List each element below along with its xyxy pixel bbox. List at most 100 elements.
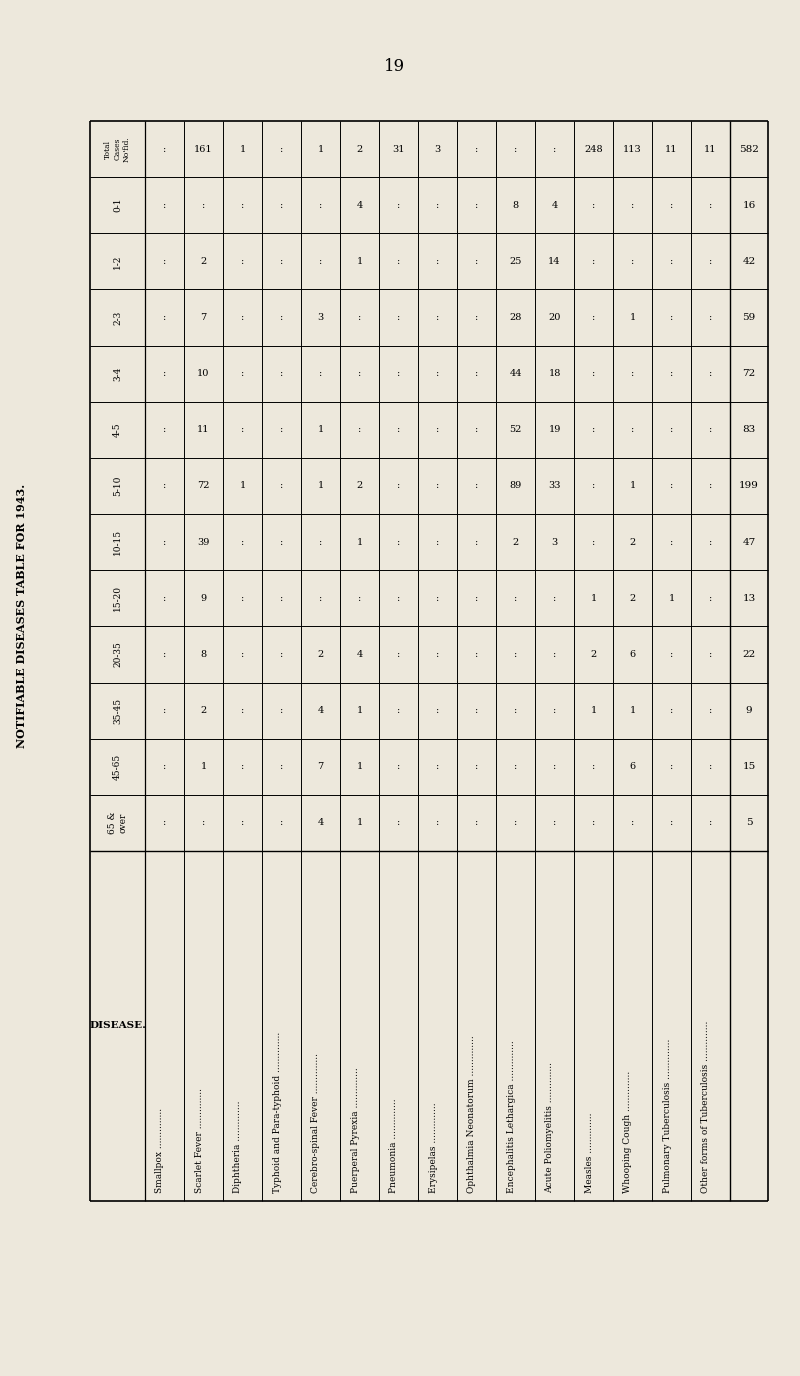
Text: :: : [670,538,673,546]
Text: 18: 18 [548,369,561,378]
Text: :: : [163,762,166,772]
Text: 8: 8 [513,201,518,209]
Text: :: : [241,819,244,827]
Text: 25: 25 [510,257,522,266]
Text: Other forms of Tuberculosis ..............: Other forms of Tuberculosis ............… [702,1021,710,1193]
Text: :: : [670,201,673,209]
Text: :: : [358,369,361,378]
Text: 248: 248 [584,144,603,154]
Text: :: : [436,482,439,490]
Text: :: : [709,201,712,209]
Text: :: : [709,762,712,772]
Text: :: : [358,425,361,435]
Text: 1: 1 [630,482,636,490]
Text: :: : [709,312,712,322]
Text: :: : [436,369,439,378]
Text: :: : [280,706,283,716]
Text: :: : [397,201,400,209]
Text: 45-65: 45-65 [113,754,122,780]
Text: :: : [475,594,478,603]
Text: :: : [475,257,478,266]
Text: :: : [280,425,283,435]
Text: :: : [592,538,595,546]
Text: :: : [553,649,556,659]
Text: 2-3: 2-3 [113,311,122,325]
Text: :: : [670,425,673,435]
Text: :: : [280,257,283,266]
Text: :: : [319,538,322,546]
Text: 10-15: 10-15 [113,530,122,556]
Text: 19: 19 [548,425,561,435]
Text: :: : [241,201,244,209]
Text: 2: 2 [356,144,362,154]
Text: 35-45: 35-45 [113,698,122,724]
Text: 1: 1 [356,538,362,546]
Text: 199: 199 [739,482,759,490]
Text: :: : [397,369,400,378]
Text: 9: 9 [746,706,752,716]
Text: :: : [670,312,673,322]
Text: Measles ..............: Measles .............. [585,1113,594,1193]
Text: 1: 1 [318,482,324,490]
Text: :: : [358,594,361,603]
Text: :: : [241,538,244,546]
Text: :: : [241,257,244,266]
Text: :: : [163,312,166,322]
Text: 1: 1 [590,594,597,603]
Text: 2: 2 [590,649,597,659]
Text: :: : [163,201,166,209]
Text: Erysipelas ..............: Erysipelas .............. [429,1102,438,1193]
Text: Scarlet Fever ..............: Scarlet Fever .............. [194,1088,203,1193]
Text: :: : [631,819,634,827]
Text: :: : [358,312,361,322]
Text: 15: 15 [742,762,756,772]
Text: :: : [241,706,244,716]
Text: 1: 1 [356,762,362,772]
Text: 28: 28 [510,312,522,322]
Text: :: : [436,425,439,435]
Text: :: : [280,538,283,546]
Text: 4: 4 [356,649,362,659]
Text: 1: 1 [356,819,362,827]
Text: :: : [397,425,400,435]
Text: :: : [475,538,478,546]
Text: :: : [709,594,712,603]
Text: 3: 3 [551,538,558,546]
Text: :: : [241,425,244,435]
Text: :: : [397,649,400,659]
Text: 582: 582 [739,144,759,154]
Text: 11: 11 [198,425,210,435]
Text: :: : [397,312,400,322]
Text: Total
Cases
No'fid.: Total Cases No'fid. [104,136,130,162]
Text: Pulmonary Tuberculosis ..............: Pulmonary Tuberculosis .............. [662,1039,671,1193]
Text: :: : [592,762,595,772]
Text: :: : [670,257,673,266]
Text: Acute Poliomyelitis ..............: Acute Poliomyelitis .............. [546,1062,554,1193]
Text: NOTIFIABLE DISEASES TABLE FOR 1943.: NOTIFIABLE DISEASES TABLE FOR 1943. [17,484,27,749]
Text: 20-35: 20-35 [113,641,122,667]
Text: 1: 1 [239,482,246,490]
Text: :: : [631,425,634,435]
Text: 10: 10 [198,369,210,378]
Text: 1: 1 [356,257,362,266]
Text: :: : [397,257,400,266]
Text: :: : [670,369,673,378]
Text: :: : [280,819,283,827]
Text: 2: 2 [200,706,206,716]
Text: 83: 83 [742,425,756,435]
Text: 72: 72 [198,482,210,490]
Text: :: : [475,201,478,209]
Text: :: : [163,482,166,490]
Text: :: : [163,369,166,378]
Text: :: : [436,257,439,266]
Text: :: : [553,819,556,827]
Text: :: : [514,649,517,659]
Text: :: : [514,706,517,716]
Text: :: : [163,706,166,716]
Text: :: : [553,762,556,772]
Text: 47: 47 [742,538,756,546]
Text: 33: 33 [548,482,561,490]
Text: 1: 1 [318,425,324,435]
Text: :: : [280,369,283,378]
Text: :: : [241,594,244,603]
